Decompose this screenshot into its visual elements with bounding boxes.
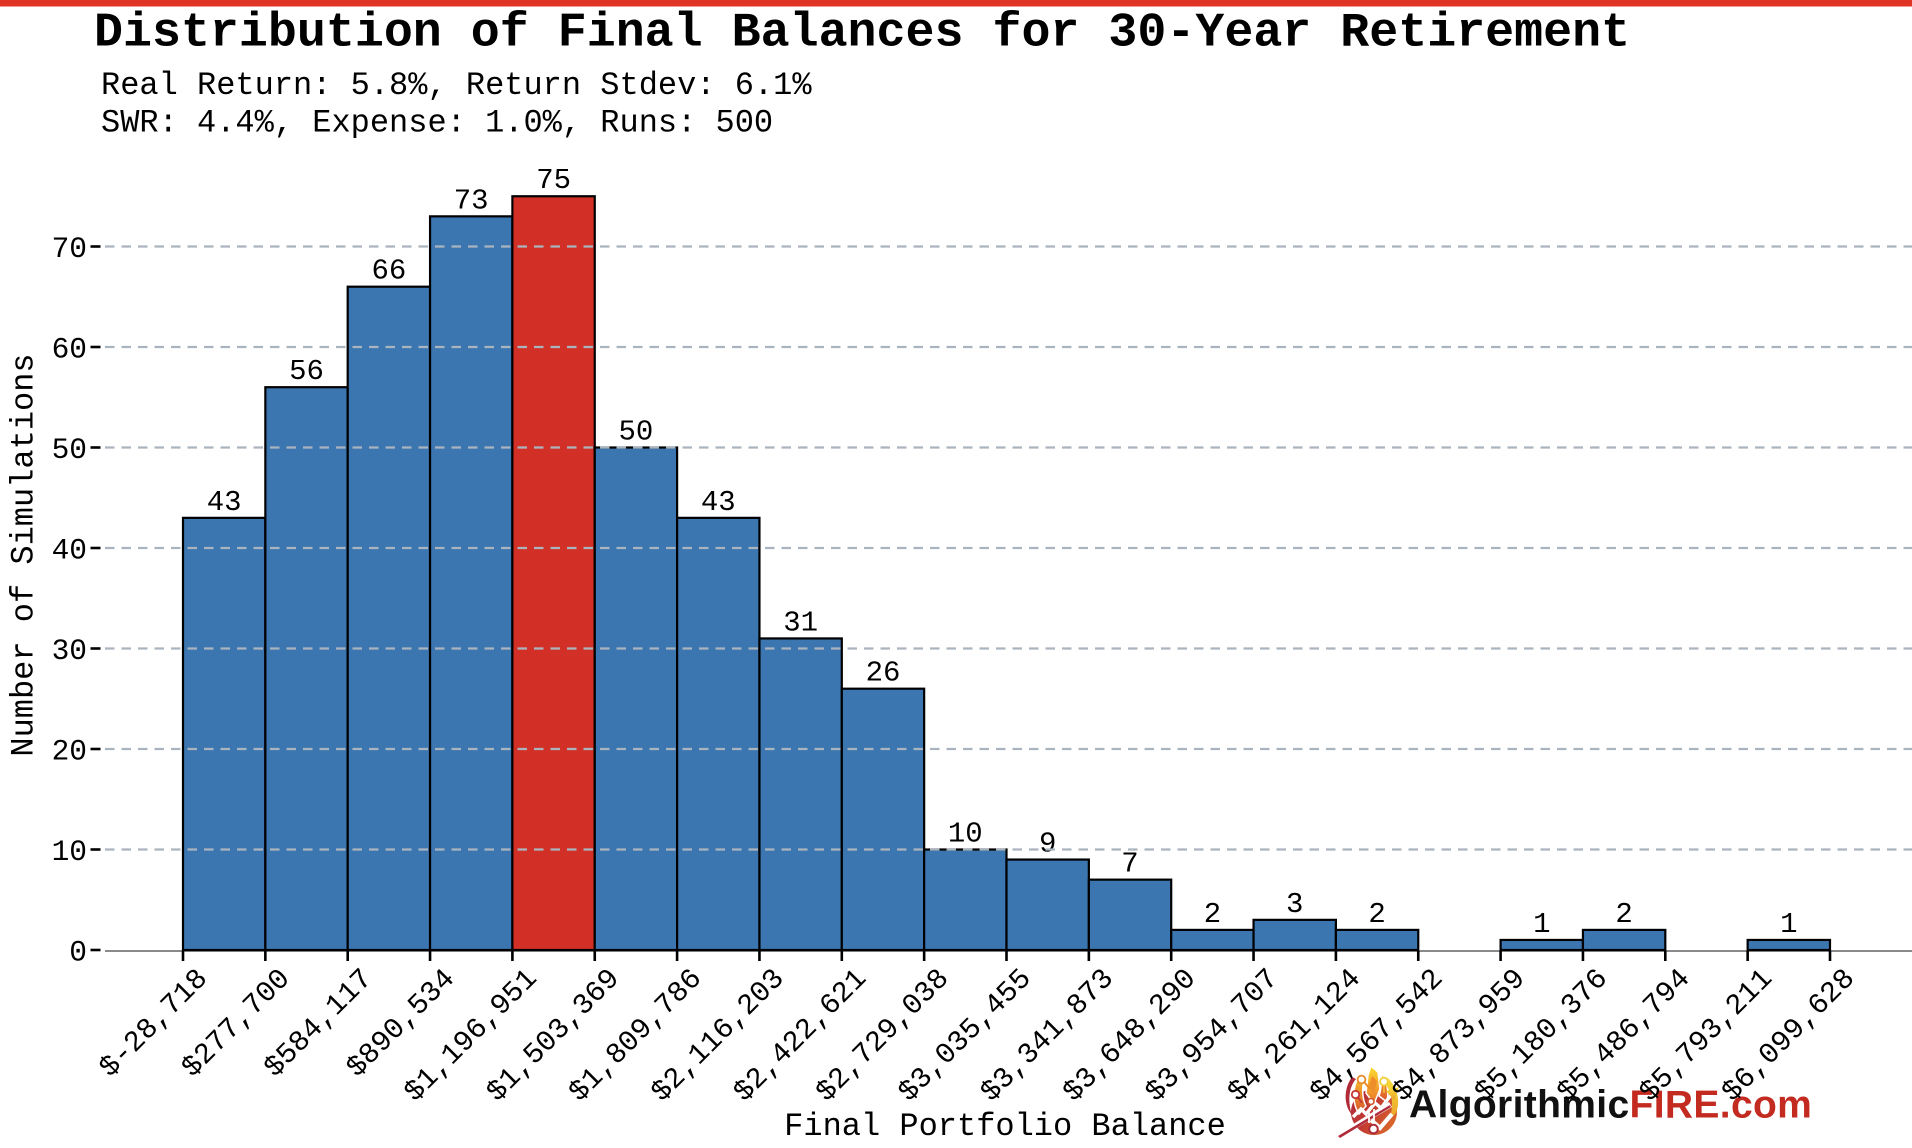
svg-text:AlgorithmicFIRE.com: AlgorithmicFIRE.com xyxy=(1409,1084,1812,1127)
svg-text:10: 10 xyxy=(52,835,87,869)
svg-text:60: 60 xyxy=(52,333,87,367)
svg-text:3: 3 xyxy=(1286,888,1303,921)
svg-text:1: 1 xyxy=(1533,908,1550,941)
svg-text:43: 43 xyxy=(701,486,736,519)
svg-text:Number of Simulations: Number of Simulations xyxy=(6,353,43,756)
svg-text:9: 9 xyxy=(1039,828,1056,861)
svg-text:43: 43 xyxy=(207,486,242,519)
svg-text:20: 20 xyxy=(52,735,87,769)
svg-text:7: 7 xyxy=(1121,848,1138,881)
svg-text:SWR: 4.4%, Expense: 1.0%, Runs: SWR: 4.4%, Expense: 1.0%, Runs: 500 xyxy=(101,105,773,142)
svg-text:10: 10 xyxy=(948,818,983,851)
svg-text:1: 1 xyxy=(1780,908,1797,941)
svg-text:50: 50 xyxy=(52,433,87,467)
svg-text:2: 2 xyxy=(1615,898,1632,931)
svg-text:Final Portfolio Balance: Final Portfolio Balance xyxy=(784,1108,1226,1145)
svg-text:Distribution of Final Balances: Distribution of Final Balances for 30-Ye… xyxy=(94,6,1630,61)
svg-text:50: 50 xyxy=(618,416,653,449)
svg-text:75: 75 xyxy=(536,164,571,197)
svg-text:30: 30 xyxy=(52,634,87,668)
svg-text:56: 56 xyxy=(289,355,324,388)
svg-text:70: 70 xyxy=(52,232,87,266)
svg-text:73: 73 xyxy=(454,184,489,217)
svg-text:0: 0 xyxy=(69,936,87,970)
svg-text:66: 66 xyxy=(371,255,406,288)
svg-text:26: 26 xyxy=(866,657,901,690)
svg-text:31: 31 xyxy=(783,607,818,640)
svg-text:40: 40 xyxy=(52,534,87,568)
svg-text:2: 2 xyxy=(1204,898,1221,931)
svg-text:Real Return: 5.8%, Return Stde: Real Return: 5.8%, Return Stdev: 6.1% xyxy=(101,67,812,104)
svg-text:2: 2 xyxy=(1368,898,1385,931)
